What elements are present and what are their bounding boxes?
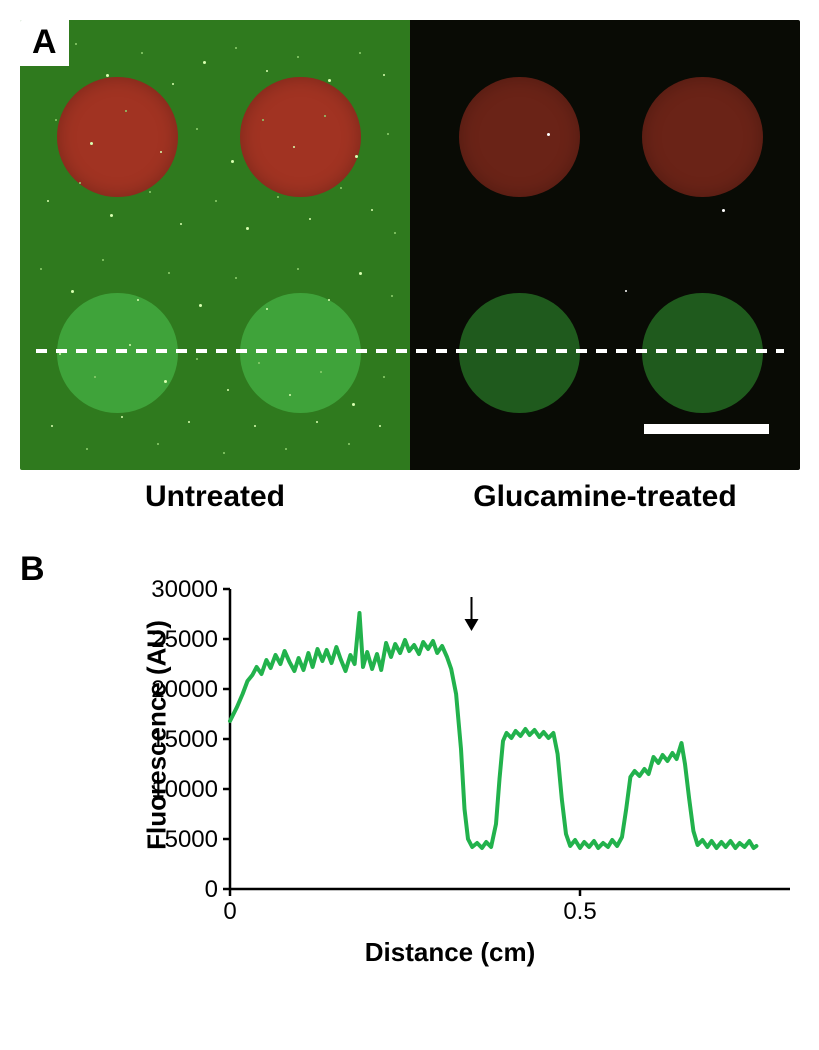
speck [383,376,385,378]
figure: A Untreated Glucamine-treated B Fluoresc… [20,20,800,919]
green-circle [240,293,361,414]
svg-text:30000: 30000 [151,579,218,603]
panel-a-labels: Untreated Glucamine-treated [20,480,800,514]
red-circle [57,77,178,198]
speck [289,394,291,396]
speck [266,308,268,310]
speck [722,209,725,212]
speck [359,272,362,275]
speck [297,268,299,270]
svg-text:10000: 10000 [151,776,218,803]
speck [348,443,350,445]
speck [196,128,198,130]
speck [394,232,396,234]
speck [121,416,123,418]
speck [106,74,109,77]
speck [157,443,159,445]
speck [625,290,627,292]
green-circle [642,293,763,414]
speck [340,187,342,189]
speck [293,146,295,148]
panel-a-letter-badge: A [20,20,69,66]
speck [71,290,74,293]
speck [235,277,237,279]
speck [59,353,61,355]
panel-b: B Fluorescence (AU) 05000100001500020000… [20,550,800,919]
speck [188,421,190,423]
speck [297,56,299,58]
scale-bar [644,424,769,434]
speck [371,209,373,211]
panel-a-left-label: Untreated [20,480,410,514]
speck [203,61,206,64]
speck [40,268,42,270]
micrograph-left-half [20,20,410,470]
svg-text:0: 0 [205,876,218,903]
speck [137,299,139,301]
speck [235,47,237,49]
speck [231,160,234,163]
red-circle [642,77,763,198]
speck [90,142,93,145]
speck [547,133,550,136]
speck [316,421,318,423]
speck [328,79,331,82]
panel-a-letter: A [32,23,57,61]
speck [196,358,198,360]
speck [355,155,358,158]
speck [102,259,104,261]
panel-a-right-label: Glucamine-treated [410,480,800,514]
speck [227,389,229,391]
speck [254,425,256,427]
speck [383,74,385,76]
speck [51,425,53,427]
micrograph: A [20,20,800,470]
speck [387,133,389,135]
speck [79,182,81,184]
speck [199,304,202,307]
micrograph-right-half [410,20,800,470]
speck [359,52,361,54]
speck [55,119,57,121]
svg-text:25000: 25000 [151,626,218,653]
speck [141,52,143,54]
speck [110,214,113,217]
speck [266,70,268,72]
speck [379,425,381,427]
speck [309,218,311,220]
speck [391,295,393,297]
svg-text:15000: 15000 [151,726,218,753]
svg-text:0: 0 [223,898,236,925]
speck [277,196,279,198]
green-circle [459,293,580,414]
speck [324,115,326,117]
speck [262,119,264,121]
speck [94,376,96,378]
red-circle [240,77,361,198]
panel-b-letter: B [20,550,45,588]
speck [258,362,260,364]
speck [246,227,249,230]
fluorescence-line-chart: 0 5000 10000 15000 20000 25000 30000 0 0.5 [135,579,800,931]
speck [47,200,49,202]
speck [86,448,88,450]
speck [75,43,77,45]
chart-x-label: Distance (cm) [135,937,765,968]
speck [168,272,170,274]
green-circle [57,293,178,414]
svg-text:5000: 5000 [165,826,218,853]
speck [352,403,355,406]
red-circle [459,77,580,198]
chart-area: 05000100001500020000250003000000.5 Dista… [135,579,765,919]
speck [149,191,151,193]
speck [172,83,174,85]
speck [180,223,182,225]
speck [223,452,225,454]
svg-text:0.5: 0.5 [563,898,596,925]
speck [285,448,287,450]
speck [215,200,217,202]
panel-a: A [20,20,800,470]
svg-text:20000: 20000 [151,676,218,703]
profile-dashed-line [36,349,785,353]
